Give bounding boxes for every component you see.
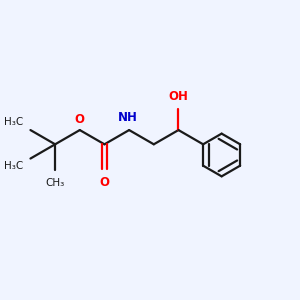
Text: H₃C: H₃C bbox=[4, 161, 23, 171]
Text: O: O bbox=[100, 176, 110, 189]
Text: OH: OH bbox=[169, 90, 188, 103]
Text: NH: NH bbox=[118, 111, 138, 124]
Text: O: O bbox=[75, 113, 85, 126]
Text: CH₃: CH₃ bbox=[46, 178, 65, 188]
Text: H₃C: H₃C bbox=[4, 117, 23, 127]
